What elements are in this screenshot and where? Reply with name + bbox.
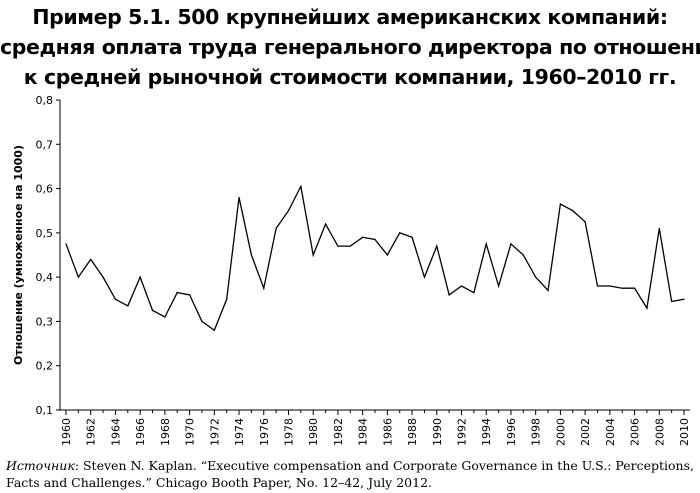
x-tick-label: 2010 <box>678 418 691 446</box>
data-point <box>275 227 277 230</box>
x-tick-label: 1978 <box>282 418 295 446</box>
x-tick-label: 2002 <box>579 418 592 446</box>
data-point <box>324 223 327 225</box>
data-point <box>287 210 290 212</box>
data-point <box>584 221 586 223</box>
data-point <box>559 203 562 205</box>
data-point <box>510 243 512 245</box>
x-tick-label: 2008 <box>653 418 666 446</box>
data-point <box>226 298 228 300</box>
y-tick-label: 0,6 <box>36 183 54 196</box>
data-point <box>139 276 141 278</box>
data-point <box>176 292 178 294</box>
data-point <box>547 289 549 292</box>
x-tick-label: 1984 <box>357 418 370 446</box>
data-point <box>238 196 240 199</box>
data-point <box>90 258 92 261</box>
data-point <box>633 287 636 289</box>
data-point <box>460 285 463 287</box>
data-point <box>300 185 302 187</box>
data-point <box>386 254 388 256</box>
x-tick-label: 1992 <box>456 418 469 446</box>
source-text: : Steven N. Kaplan. “Executive compensat… <box>6 458 694 490</box>
source-label: Источник <box>6 458 75 473</box>
y-tick-label: 0,7 <box>36 138 54 151</box>
x-tick-label: 1962 <box>85 418 98 446</box>
x-tick-label: 1982 <box>332 418 345 446</box>
data-point <box>646 307 648 309</box>
data-point <box>164 316 166 318</box>
data-point <box>423 276 426 278</box>
x-tick-label: 1960 <box>60 418 73 446</box>
x-tick-label: 1970 <box>184 418 197 446</box>
data-point <box>65 243 67 245</box>
data-point <box>263 287 265 289</box>
data-point <box>671 300 673 303</box>
data-point <box>535 276 537 278</box>
x-tick-label: 1972 <box>208 418 221 446</box>
y-axis-ticks: 0,1 0,2 0,3 0,4 0,5 0,6 0,7 0,8 <box>36 94 60 417</box>
data-point <box>658 227 660 230</box>
data-point <box>349 245 351 247</box>
y-tick-label: 0,3 <box>36 315 54 328</box>
data-point <box>189 294 191 296</box>
x-tick-label: 1994 <box>480 418 493 446</box>
data-point <box>522 254 524 256</box>
data-point <box>201 320 203 323</box>
x-tick-label: 2006 <box>629 418 642 446</box>
data-point <box>436 245 438 247</box>
x-tick-label: 1986 <box>381 418 394 446</box>
data-point <box>596 285 599 287</box>
x-axis-ticks: 1960 1962 1964 1966 1968 1970 1972 1974 1976 1978… <box>60 410 691 446</box>
data-point <box>362 236 364 238</box>
data-point <box>683 298 685 300</box>
data-point <box>102 276 104 278</box>
y-tick-label: 0,2 <box>36 360 54 373</box>
data-point <box>151 309 154 311</box>
chart-title-line-2: средняя оплата труда генерального директ… <box>0 35 700 59</box>
data-series <box>65 184 685 332</box>
x-tick-label: 1976 <box>258 418 271 446</box>
data-point <box>114 298 117 300</box>
chart-title: Пример 5.1. 500 крупнейших американских … <box>0 2 700 92</box>
data-point <box>498 285 500 287</box>
x-tick-label: 2004 <box>604 418 617 446</box>
data-point <box>572 210 574 212</box>
data-point <box>609 285 611 287</box>
y-tick-label: 0,5 <box>36 227 54 240</box>
data-point <box>411 236 413 238</box>
x-tick-label: 1966 <box>134 418 147 446</box>
x-tick-label: 1964 <box>109 418 122 446</box>
data-point <box>250 254 252 256</box>
data-point <box>621 287 623 289</box>
x-tick-label: 1988 <box>406 418 419 446</box>
x-tick-label: 1968 <box>159 418 172 446</box>
y-axis-label: Отношение (умноженное на 1000) <box>12 145 25 365</box>
data-point <box>374 238 376 241</box>
data-point <box>127 305 129 307</box>
data-point <box>213 329 215 331</box>
y-tick-label: 0,8 <box>36 94 54 107</box>
data-point <box>485 243 487 245</box>
x-tick-label: 1990 <box>431 418 444 446</box>
x-tick-label: 2000 <box>554 418 567 446</box>
data-point <box>77 276 79 278</box>
chart-axes <box>59 100 690 411</box>
chart-title-line-3: к средней рыночной стоимости компании, 1… <box>23 65 677 89</box>
x-tick-label: 1974 <box>233 418 246 446</box>
data-point <box>337 245 339 247</box>
data-point <box>312 254 314 256</box>
x-tick-label: 1980 <box>307 418 320 446</box>
chart-title-line-1: Пример 5.1. 500 крупнейших американских … <box>32 5 668 29</box>
data-point <box>448 294 450 296</box>
source-note: Источник: Steven N. Kaplan. “Executive c… <box>6 457 696 491</box>
data-point <box>473 292 475 294</box>
ratio-series-line <box>65 184 685 332</box>
x-tick-label: 1998 <box>530 418 543 446</box>
data-point <box>399 232 401 234</box>
y-tick-label: 0,1 <box>36 404 54 417</box>
y-tick-label: 0,4 <box>36 271 54 284</box>
x-tick-label: 1996 <box>505 418 518 446</box>
